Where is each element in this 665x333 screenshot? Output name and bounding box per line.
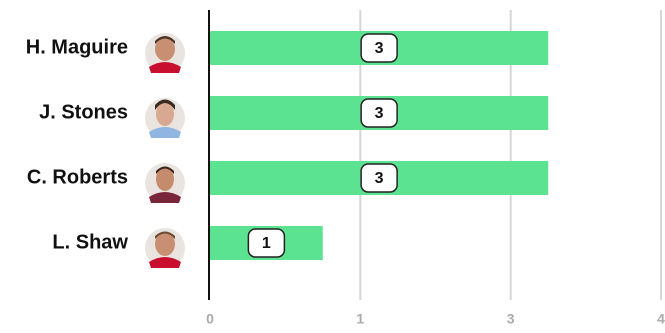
value-label: 3 — [375, 105, 384, 122]
y-tick-label: H. Maguire — [26, 36, 128, 58]
value-label-box — [360, 98, 398, 128]
x-tick-label: 4 — [657, 311, 665, 327]
value-label-box — [247, 228, 286, 258]
value-label: 3 — [375, 40, 384, 57]
y-tick-label: C. Roberts — [27, 166, 128, 188]
player-avatar — [145, 98, 185, 138]
value-label-box — [360, 163, 398, 193]
x-tick-label: 0 — [206, 311, 214, 327]
player-avatar — [145, 163, 185, 203]
avatars — [145, 33, 185, 268]
player-avatar — [145, 33, 185, 73]
x-tick-label: 1 — [356, 311, 364, 327]
x-tick-label: 3 — [507, 311, 515, 327]
value-label: 3 — [375, 170, 384, 187]
y-tick-label: L. Shaw — [52, 231, 128, 253]
y-tick-label: J. Stones — [39, 101, 128, 123]
value-label-box — [360, 33, 398, 63]
player-avatar — [145, 228, 185, 268]
value-label: 1 — [262, 235, 271, 252]
